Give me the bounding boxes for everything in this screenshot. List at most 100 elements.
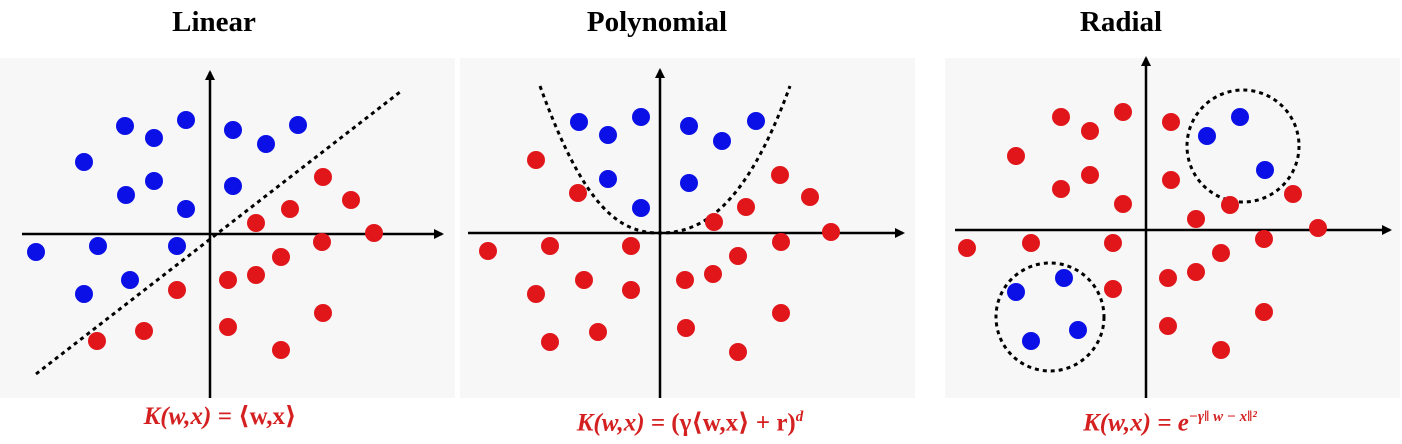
red-point xyxy=(771,166,789,184)
panel-background-linear xyxy=(0,58,455,398)
blue-point xyxy=(1256,161,1274,179)
red-point xyxy=(772,304,790,322)
blue-point xyxy=(75,285,93,303)
red-point xyxy=(729,343,747,361)
blue-point xyxy=(1069,321,1087,339)
panel-title-linear: Linear xyxy=(172,6,256,38)
red-point xyxy=(575,271,593,289)
blue-point xyxy=(145,129,163,147)
panel-polynomial xyxy=(468,68,905,398)
red-point xyxy=(1162,113,1180,131)
panel-radial xyxy=(955,56,1392,398)
red-point xyxy=(1212,244,1230,262)
blue-point xyxy=(1022,332,1040,350)
red-point xyxy=(622,281,640,299)
red-point xyxy=(342,191,360,209)
red-point xyxy=(1104,234,1122,252)
blue-point xyxy=(27,243,45,261)
red-point xyxy=(1007,147,1025,165)
formula-radial: K(w,x) = e−γ‖ w − x‖² xyxy=(960,396,1380,438)
panel-title-radial: Radial xyxy=(1079,6,1163,38)
red-point xyxy=(1052,180,1070,198)
red-point xyxy=(1104,280,1122,298)
red-point xyxy=(88,332,106,350)
blue-point xyxy=(713,132,731,150)
blue-point xyxy=(632,199,650,217)
red-point xyxy=(677,319,695,337)
formula-exponent: −γ‖ w − x‖² xyxy=(1188,409,1257,425)
red-point xyxy=(705,213,723,231)
red-point xyxy=(135,322,153,340)
red-point xyxy=(729,247,747,265)
panel-title-polynomial: Polynomial xyxy=(586,6,728,38)
formula-polynomial: K(w,x) = (γ⟨w,x⟩ + r)d xyxy=(470,396,910,438)
red-point xyxy=(1187,210,1205,228)
blue-point xyxy=(570,113,588,131)
blue-point xyxy=(599,126,617,144)
red-point xyxy=(958,239,976,257)
red-point xyxy=(622,237,640,255)
red-point xyxy=(1309,219,1327,237)
blue-point xyxy=(117,186,135,204)
blue-point xyxy=(177,200,195,218)
blue-point xyxy=(177,111,195,129)
red-point xyxy=(1052,108,1070,126)
blue-point xyxy=(75,153,93,171)
red-point xyxy=(801,188,819,206)
red-point xyxy=(1114,195,1132,213)
blue-point xyxy=(121,271,139,289)
red-point xyxy=(272,248,290,266)
blue-point xyxy=(632,108,650,126)
blue-point xyxy=(680,174,698,192)
blue-point xyxy=(747,112,765,130)
red-point xyxy=(704,265,722,283)
red-point xyxy=(1187,263,1205,281)
red-point xyxy=(541,237,559,255)
red-point xyxy=(281,200,299,218)
red-point xyxy=(272,341,290,359)
blue-point xyxy=(168,237,186,255)
formula-rhs: e xyxy=(1177,409,1189,437)
formula-rhs: ⟨w,x⟩ xyxy=(238,403,297,430)
red-point xyxy=(1284,185,1302,203)
red-point xyxy=(1255,303,1273,321)
blue-point xyxy=(224,177,242,195)
blue-point xyxy=(145,172,163,190)
red-point xyxy=(313,233,331,251)
red-point xyxy=(314,304,332,322)
red-point xyxy=(247,266,265,284)
formula-rhs: (γ⟨w,x⟩ + r) xyxy=(671,409,796,437)
blue-point xyxy=(680,117,698,135)
blue-point xyxy=(116,117,134,135)
red-point xyxy=(527,151,545,169)
red-point xyxy=(247,214,265,232)
blue-point xyxy=(289,116,307,134)
decision-boundary-circle-top xyxy=(1185,88,1301,204)
panel-linear xyxy=(22,70,444,398)
blue-point xyxy=(1055,269,1073,287)
red-point xyxy=(1162,171,1180,189)
red-point xyxy=(314,168,332,186)
formula-lhs: K(w,x) = xyxy=(576,409,672,437)
red-point xyxy=(479,242,497,260)
red-point xyxy=(1255,230,1273,248)
red-point xyxy=(1221,196,1239,214)
red-point xyxy=(527,285,545,303)
red-point xyxy=(1159,317,1177,335)
blue-point xyxy=(224,121,242,139)
blue-point xyxy=(1007,283,1025,301)
red-point xyxy=(1159,269,1177,287)
decision-boundary-circle-bottom xyxy=(994,261,1106,373)
decision-boundary-parabola xyxy=(538,85,792,235)
red-point xyxy=(1081,122,1099,140)
red-point xyxy=(822,223,840,241)
formula-lhs: K(w,x) = xyxy=(1083,409,1178,437)
blue-point xyxy=(89,237,107,255)
red-point xyxy=(1114,103,1132,121)
panel-background-radial xyxy=(945,58,1400,398)
formula-lhs: K(w,x) = xyxy=(143,403,239,430)
red-point xyxy=(219,318,237,336)
red-point xyxy=(1081,166,1099,184)
red-point xyxy=(541,333,559,351)
red-point xyxy=(772,233,790,251)
